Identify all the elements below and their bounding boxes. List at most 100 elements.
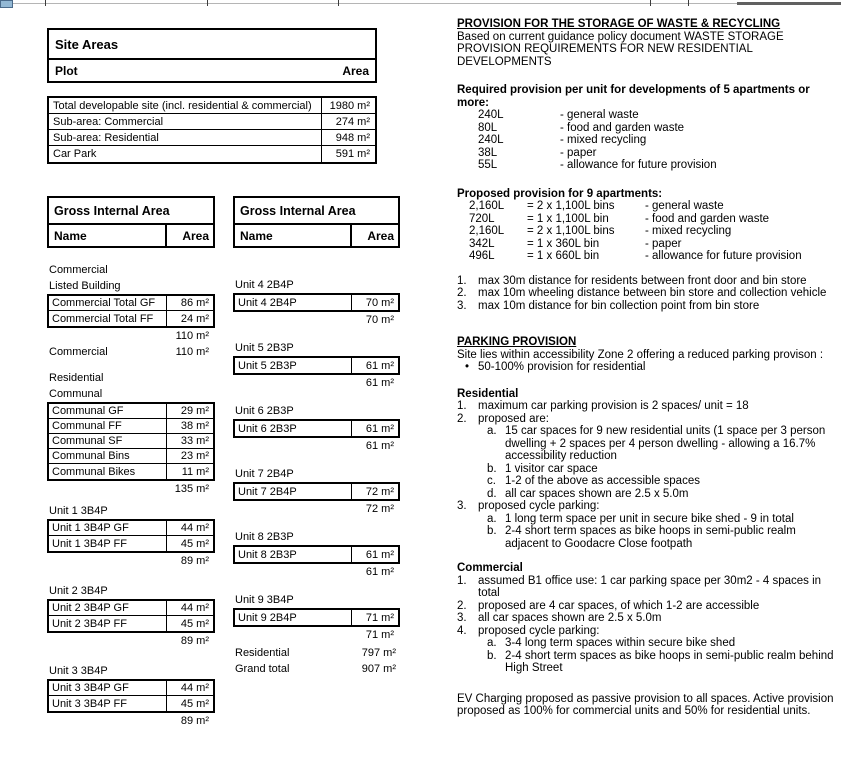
residential-parking-subitem: c. 1-2 of the above as accessible spaces xyxy=(487,475,837,488)
column-header-name: Name xyxy=(235,225,352,246)
section-subtotal: 135 m² xyxy=(174,483,209,495)
section-table: Unit 8 2B3P 61 m² xyxy=(233,545,400,564)
column-header-plot: Plot xyxy=(55,63,78,78)
cell-plot-name: Car Park xyxy=(49,146,322,162)
ruler-tick xyxy=(207,0,208,6)
gia-section-unit5: Unit 5 2B3P Unit 5 2B3P 61 m² 61 m² xyxy=(233,340,400,391)
residential-parking-item: 3. proposed cycle parking: xyxy=(457,500,837,513)
waste-heading: PROVISION FOR THE STORAGE OF WASTE & REC… xyxy=(457,18,781,30)
quantity: 38L xyxy=(478,146,498,159)
notes-column: PROVISION FOR THE STORAGE OF WASTE & REC… xyxy=(457,18,837,718)
section-subtotal: 89 m² xyxy=(180,635,209,647)
total-value: 797 m² xyxy=(361,647,396,659)
section-table: Unit 5 2B3P 61 m² xyxy=(233,356,400,375)
cell-name: Unit 6 2B3P xyxy=(235,421,352,436)
commercial-parking-item: 3. all car spaces shown are 2.5 x 5.0m xyxy=(457,612,837,625)
cell-area-value: 70 m² xyxy=(365,296,394,309)
section-table: Unit 9 2B4P 71 m² xyxy=(233,608,400,627)
residential-parking-subitem: a. 15 car spaces for 9 new residential u… xyxy=(487,425,837,463)
summary-label: Commercial xyxy=(49,346,108,358)
cell-area-value: 44 m² xyxy=(180,602,209,614)
site-areas-title: Site Areas xyxy=(49,30,375,60)
cell-area-value: 591 m² xyxy=(335,148,370,160)
section-label: Unit 2 3B4P xyxy=(49,585,108,597)
cell-name: Commercial Total GF xyxy=(49,296,167,310)
cell-area-value: 1980 m² xyxy=(329,99,370,112)
residential-parking-item: 2. proposed are: xyxy=(457,413,837,426)
bullet-text: 50-100% provision for residential xyxy=(478,361,646,373)
calculation: = 2 x 1,100L bins xyxy=(527,225,615,237)
item-text: 15 car spaces for 9 new residential unit… xyxy=(505,425,826,462)
residential-parking-subitem: b. 2-4 short term spaces as bike hoops i… xyxy=(487,525,837,550)
gia-column-row: Name Area xyxy=(49,225,213,246)
gia-section-unit6: Unit 6 2B3P Unit 6 2B3P 61 m² 61 m² xyxy=(233,403,400,454)
section-subtotal: 89 m² xyxy=(180,715,209,727)
cell-area-value: 29 m² xyxy=(180,405,209,417)
ruler-tick xyxy=(688,0,689,6)
gia-title: Gross Internal Area xyxy=(49,198,213,225)
required-item: 55L - allowance for future provision xyxy=(457,159,837,172)
description: - allowance for future provision xyxy=(560,159,717,171)
cell-plot-name: Total developable site (incl. residentia… xyxy=(49,98,322,113)
section-label: Communal xyxy=(49,388,103,400)
bin-note: 2. max 10m wheeling distance between bin… xyxy=(457,287,837,300)
cell-area-value: 86 m² xyxy=(180,297,209,309)
window-thumbnail-icon xyxy=(0,0,13,8)
table-row: Unit 8 2B3P 61 m² xyxy=(235,547,398,562)
section-label: Unit 7 2B4P xyxy=(235,468,294,480)
item-text: 1 visitor car space xyxy=(505,462,598,475)
table-row: Unit 3 3B4P GF 44 m² xyxy=(49,681,213,696)
description: - paper xyxy=(560,146,597,159)
table-row: Unit 5 2B3P 61 m² xyxy=(235,358,398,373)
cell-name: Unit 4 2B4P xyxy=(235,295,352,310)
gia-section-commercial: Commercial Listed Building Commercial To… xyxy=(47,262,215,360)
table-row: Commercial Total FF 24 m² xyxy=(49,311,213,326)
section-subtotal: 61 m² xyxy=(365,440,394,452)
table-row: Commercial Total GF 86 m² xyxy=(49,296,213,311)
item-text: all car spaces shown are 2.5 x 5.0m xyxy=(505,487,689,500)
table-row: Total developable site (incl. residentia… xyxy=(49,98,375,114)
sheet-edge-segment xyxy=(737,2,841,5)
item-text: 1 long term space per unit in secure bik… xyxy=(505,512,794,525)
section-table: Unit 3 3B4P GF 44 m² Unit 3 3B4P FF 45 m… xyxy=(47,679,215,713)
cell-area-value: 23 m² xyxy=(180,450,209,462)
description: - food and garden waste xyxy=(645,212,770,225)
list-number: 2. xyxy=(457,287,467,299)
list-number: 3. xyxy=(457,299,467,312)
note-text: max 30m distance for residents between f… xyxy=(478,274,807,287)
commercial-parking-item: 2. proposed are 4 car spaces, of which 1… xyxy=(457,600,837,613)
cell-area-value: 61 m² xyxy=(365,548,394,561)
required-item: 38L - paper xyxy=(457,147,837,160)
cell-area-value: 11 m² xyxy=(181,465,209,478)
gia-section-unit3: Unit 3 3B4P Unit 3 3B4P GF 44 m² Unit 3 … xyxy=(47,663,215,729)
residential-parking-subitem: b. 1 visitor car space xyxy=(487,463,837,476)
table-row: Communal FF 38 m² xyxy=(49,419,213,434)
cell-area-value: 72 m² xyxy=(365,485,394,498)
quantity: 240L xyxy=(478,109,504,121)
cell-name: Unit 2 3B4P FF xyxy=(49,616,167,631)
cell-name: Communal SF xyxy=(49,434,167,448)
cell-area-value: 38 m² xyxy=(180,420,209,432)
section-subtotal: 89 m² xyxy=(180,555,209,567)
section-label: Unit 9 3B4P xyxy=(235,594,294,606)
description: - general waste xyxy=(645,200,724,212)
total-label: Residential xyxy=(235,647,290,659)
list-letter: d. xyxy=(487,487,497,500)
list-number: 3. xyxy=(457,612,467,624)
section-subtotal: 61 m² xyxy=(365,377,394,389)
cell-area-value: 61 m² xyxy=(365,422,394,435)
cell-area-value: 44 m² xyxy=(180,682,209,694)
quantity: 80L xyxy=(478,121,498,134)
table-row: Unit 6 2B3P 61 m² xyxy=(235,421,398,436)
summary-value: 110 m² xyxy=(175,346,209,358)
list-number: 2. xyxy=(457,599,467,612)
calculation: = 1 x 1,100L bin xyxy=(527,212,609,225)
gia-left-header-table: Gross Internal Area Name Area xyxy=(47,196,215,248)
description: - food and garden waste xyxy=(560,121,685,134)
commercial-parking-subitem: b. 2-4 short term spaces as bike hoops i… xyxy=(487,650,837,675)
cell-area-value: 33 m² xyxy=(180,435,209,447)
grand-total-line: Grand total 907 m² xyxy=(233,661,400,677)
section-table: Unit 1 3B4P GF 44 m² Unit 1 3B4P FF 45 m… xyxy=(47,519,215,553)
gia-title: Gross Internal Area xyxy=(235,198,398,225)
table-row: Communal SF 33 m² xyxy=(49,434,213,449)
